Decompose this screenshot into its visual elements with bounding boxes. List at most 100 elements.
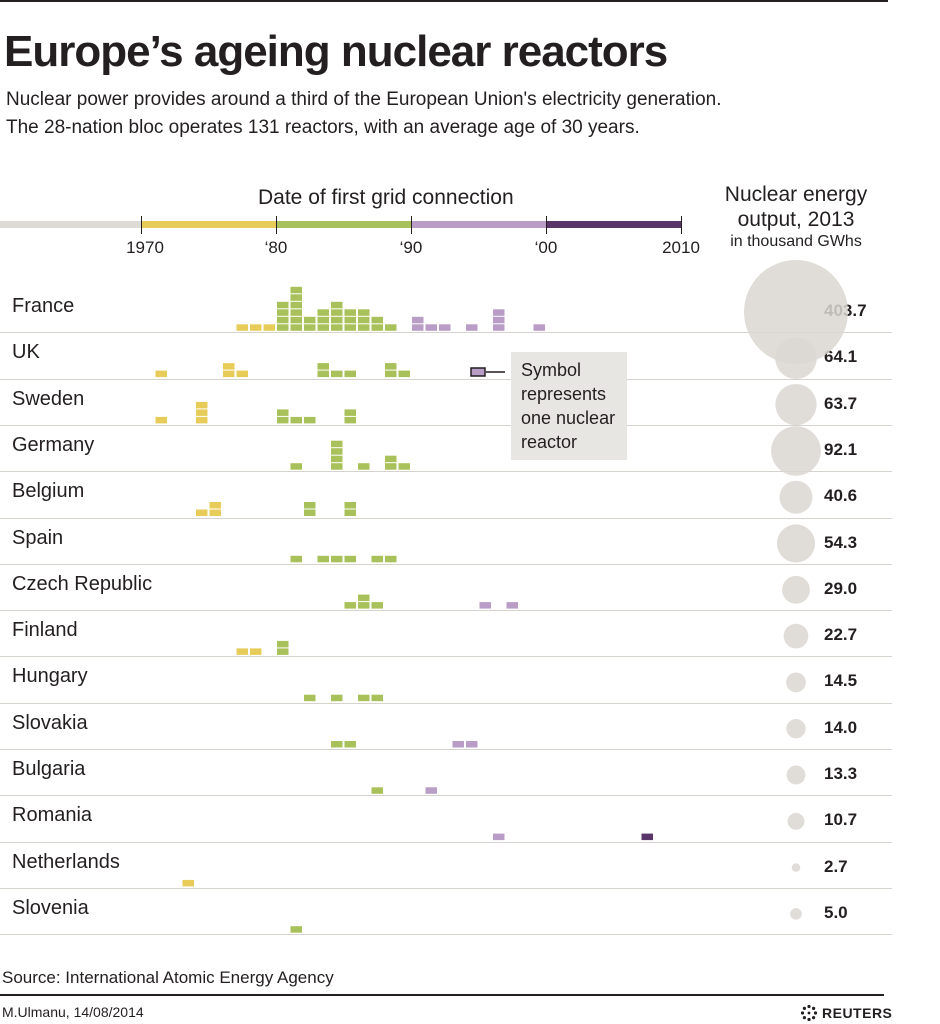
subtitle-line-1: Nuclear power provides around a third of…	[6, 89, 722, 110]
row-divider	[0, 517, 892, 519]
chart-title: Europe’s ageing nuclear reactors	[4, 27, 668, 76]
country-label: Netherlands	[12, 850, 120, 873]
segment-1970s	[141, 221, 276, 228]
reactor-square	[371, 324, 383, 331]
output-value-label: 92.1	[824, 439, 858, 459]
reactor-square	[358, 316, 370, 324]
output-value-label: 63.7	[824, 393, 858, 413]
output-value-label: 40.6	[824, 486, 858, 506]
axis-tick	[546, 216, 547, 234]
row-divider	[0, 332, 892, 334]
source-note: Source: International Atomic Energy Agen…	[2, 968, 334, 987]
reuters-dots-icon	[800, 1004, 818, 1022]
segment-2000s	[546, 221, 681, 228]
axis-tick-label: 1970	[126, 238, 164, 257]
output-value-label: 14.0	[824, 717, 858, 737]
reactor-square	[277, 648, 289, 655]
reactor-square	[196, 509, 208, 516]
country-label: France	[12, 295, 75, 317]
output-bubble	[779, 480, 813, 514]
output-value-label: 10.7	[824, 810, 858, 830]
reactor-square	[304, 316, 316, 324]
reactor-square	[236, 324, 248, 331]
output-value-label: 54.3	[824, 532, 858, 552]
reactor-square	[331, 370, 343, 378]
reactor-square	[358, 602, 370, 609]
reactor-square	[412, 316, 424, 324]
output-title-line-2: output, 2013	[737, 208, 855, 231]
reuters-wordmark: REUTERS	[822, 1005, 893, 1021]
reactor-square	[277, 640, 289, 648]
reactor-square	[277, 416, 289, 424]
reactor-square	[452, 741, 464, 748]
row-divider	[0, 841, 892, 843]
reactor-square	[304, 509, 316, 516]
row-divider	[0, 749, 892, 750]
chart-subtitle: Nuclear power provides around a third of…	[6, 86, 721, 142]
reactor-square	[250, 648, 262, 655]
credit: M.Ulmanu, 14/08/2014	[2, 1004, 144, 1020]
segment-1980s	[276, 221, 411, 228]
reactor-square	[344, 741, 356, 748]
reactor-square	[277, 309, 289, 316]
legend-text: Symbol represents one nuclear reactor	[521, 358, 625, 454]
reactor-square	[425, 324, 437, 331]
legend-box	[511, 352, 627, 460]
legend-symbol	[470, 367, 486, 377]
reactor-square	[290, 463, 302, 470]
reactor-square	[371, 316, 383, 324]
reactor-square	[385, 555, 397, 563]
output-bubble	[775, 383, 817, 426]
reuters-logo: REUTERS	[800, 1004, 892, 1022]
legend-line-2: represents	[521, 384, 607, 404]
reactor-square	[196, 416, 208, 424]
legend-line-1: Symbol	[521, 360, 582, 380]
reactor-square	[358, 324, 370, 331]
output-bubble	[786, 719, 806, 739]
country-label: Czech Republic	[12, 572, 153, 595]
reactor-square	[439, 324, 451, 331]
reactor-square	[385, 363, 397, 370]
output-unit: in thousand GWhs	[730, 233, 862, 250]
reactor-square	[371, 787, 383, 794]
reactor-square	[385, 455, 397, 463]
reactor-square	[317, 324, 329, 331]
reactor-square	[317, 555, 329, 563]
axis-tick-label: ‘00	[534, 238, 558, 257]
reactor-square	[277, 409, 289, 416]
country-label: Sweden	[12, 387, 85, 410]
reactor-square	[317, 363, 329, 370]
output-bubble	[775, 337, 817, 380]
row-divider	[0, 610, 892, 612]
reactor-square	[209, 509, 221, 516]
reactor-square	[277, 324, 289, 331]
reactor-square	[493, 833, 505, 841]
reactor-square	[493, 324, 505, 331]
reactor-square	[331, 316, 343, 324]
row-divider	[0, 656, 892, 658]
reactor-square	[344, 309, 356, 316]
country-label: Romania	[12, 804, 93, 827]
reactor-square	[331, 463, 343, 470]
bottom-rule	[0, 994, 884, 996]
reactor-square	[398, 370, 410, 378]
axis-tick-label: 2010	[662, 238, 700, 257]
row-divider	[0, 702, 892, 704]
reactor-square	[493, 316, 505, 324]
reactor-square	[371, 694, 383, 702]
axis-tick	[681, 216, 682, 234]
reactor-square	[331, 309, 343, 316]
reactor-square	[290, 301, 302, 309]
country-label: Hungary	[12, 665, 88, 688]
reactor-square	[290, 294, 302, 301]
reactor-square	[304, 416, 316, 424]
reactor-square	[236, 370, 248, 378]
reactor-square	[358, 463, 370, 470]
reactor-square	[290, 555, 302, 563]
reactor-square	[317, 370, 329, 378]
reactor-square	[493, 309, 505, 316]
reactor-square	[290, 316, 302, 324]
row-divider	[0, 471, 892, 473]
output-value-label: 14.5	[824, 671, 858, 691]
